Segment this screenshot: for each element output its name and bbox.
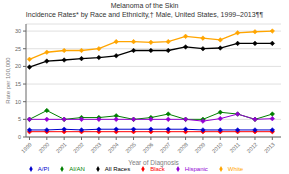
svg-text:Year of Diagnosis: Year of Diagnosis	[128, 159, 179, 167]
svg-text:2013: 2013	[263, 141, 276, 154]
svg-text:30: 30	[15, 28, 21, 34]
svg-text:2010: 2010	[211, 141, 224, 154]
svg-text:2011: 2011	[228, 141, 241, 154]
html-text:Hispanic: Hispanic	[184, 166, 208, 172]
html-text:All Races: All Races	[104, 166, 131, 172]
svg-text:1999: 1999	[20, 141, 33, 154]
svg-text:2009: 2009	[194, 141, 207, 154]
html-text:Melanoma of the Skin: Melanoma of the Skin	[110, 2, 179, 9]
svg-text:2012: 2012	[246, 141, 259, 154]
html-text:Incidence Rates* by Race and E: Incidence Rates* by Race and Ethnicity,†…	[25, 11, 264, 18]
svg-text:2001: 2001	[55, 141, 68, 154]
svg-text:2002: 2002	[72, 141, 85, 154]
html-text:White: White	[227, 166, 244, 172]
svg-text:Rate per 100,000: Rate per 100,000	[8, 57, 11, 104]
svg-text:2004: 2004	[107, 141, 120, 154]
html-text:Black: Black	[150, 166, 165, 172]
svg-text:2007: 2007	[159, 141, 172, 154]
svg-text:2006: 2006	[141, 141, 154, 154]
html-text:A/PI: A/PI	[37, 166, 50, 172]
svg-text:2008: 2008	[176, 141, 189, 154]
svg-text:10: 10	[15, 99, 21, 105]
svg-text:0: 0	[18, 134, 21, 140]
html-text:AI/AN: AI/AN	[69, 166, 85, 172]
svg-text:2005: 2005	[124, 141, 137, 154]
svg-text:15: 15	[15, 81, 21, 87]
svg-text:5: 5	[18, 116, 21, 122]
svg-text:25: 25	[15, 46, 21, 52]
svg-text:2003: 2003	[89, 141, 102, 154]
svg-text:20: 20	[15, 63, 21, 69]
svg-text:2000: 2000	[37, 141, 50, 154]
